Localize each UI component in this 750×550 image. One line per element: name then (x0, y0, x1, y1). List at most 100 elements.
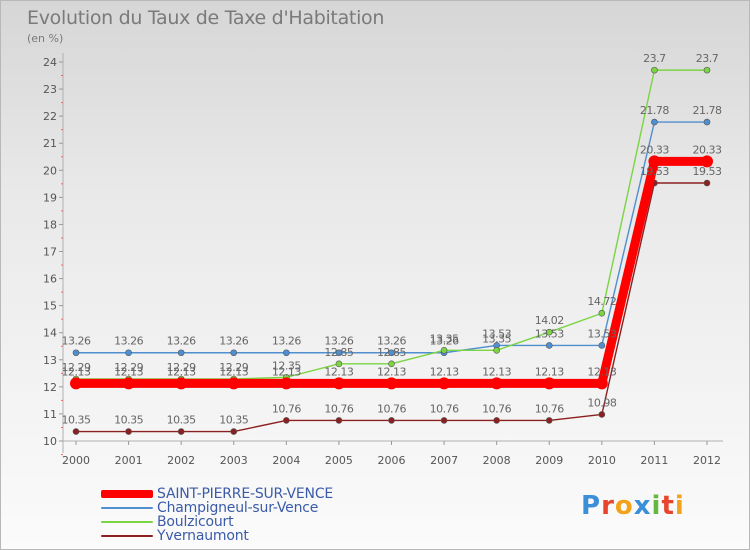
data-label: 12.85 (324, 346, 353, 359)
data-point (125, 349, 132, 357)
data-label: 19.53 (640, 165, 669, 178)
data-label: 10.76 (535, 402, 564, 415)
data-point (335, 360, 343, 368)
data-label: 12.85 (377, 346, 406, 359)
y-tick-label: 20 (43, 164, 57, 177)
y-tick-label: 12 (43, 381, 57, 394)
x-tick-label: 2004 (272, 454, 300, 467)
data-label: 13.26 (324, 335, 353, 348)
legend-label-yvernaumont: Yvernaumont (157, 528, 249, 544)
data-label: 13.26 (377, 335, 406, 348)
data-label: 12.13 (377, 365, 406, 378)
data-point (175, 377, 188, 390)
data-label: 10.98 (587, 396, 616, 409)
data-label: 13.53 (482, 327, 511, 340)
data-point (545, 328, 553, 336)
chart-legend: SAINT-PIERRE-SUR-VENCE Champigneul-sur-V… (101, 487, 333, 543)
data-label: 13.53 (535, 327, 564, 340)
data-label: 13.26 (272, 335, 301, 348)
x-tick-label: 2003 (220, 454, 248, 467)
legend-swatch-saint-pierre (101, 490, 153, 498)
data-point (177, 349, 185, 357)
data-point (651, 118, 658, 126)
logo-letter: P (581, 491, 602, 521)
y-tick-label: 24 (43, 56, 57, 69)
series-line-champigneul-sur-vence (75, 121, 708, 354)
data-point (385, 377, 398, 390)
data-label: 10.76 (482, 402, 511, 415)
x-tick-label: 2009 (535, 454, 563, 467)
data-label: 13.26 (219, 335, 248, 348)
data-label: 12.13 (114, 365, 143, 378)
data-point (598, 411, 606, 418)
data-label: 12.13 (167, 365, 196, 378)
data-label: 21.78 (693, 104, 722, 117)
legend-item-yvernaumont[interactable]: Yvernaumont (101, 529, 333, 543)
y-tick-label: 18 (43, 218, 57, 231)
logo-letter: x (633, 491, 652, 521)
data-point (70, 377, 82, 390)
x-tick-label: 2012 (693, 454, 721, 467)
data-label: 10.35 (167, 414, 196, 427)
y-tick-label: 16 (43, 273, 57, 286)
data-label: 12.35 (272, 359, 301, 372)
data-label: 23.7 (696, 52, 719, 65)
legend-label-champigneul: Champigneul-sur-Vence (157, 500, 319, 516)
x-tick-label: 2010 (588, 454, 616, 467)
legend-item-champigneul[interactable]: Champigneul-sur-Vence (101, 501, 333, 515)
data-label: 12.13 (535, 365, 564, 378)
logo-letter: i (651, 491, 662, 521)
data-label: 21.78 (640, 104, 669, 117)
x-tick-label: 2001 (115, 454, 143, 467)
data-label: 20.33 (693, 143, 722, 156)
y-tick-label: 11 (43, 408, 57, 421)
data-point (490, 377, 503, 390)
data-point (283, 349, 290, 357)
data-label: 12.29 (62, 361, 91, 374)
y-tick-label: 14 (43, 327, 57, 340)
data-point (227, 377, 240, 390)
data-label: 10.76 (430, 402, 459, 415)
data-point (72, 428, 80, 435)
data-label: 20.33 (640, 143, 669, 156)
logo-letter: t (661, 491, 675, 521)
data-label: 12.13 (219, 365, 248, 378)
logo-letter: i (674, 491, 685, 521)
data-label: 23.7 (643, 52, 666, 65)
legend-swatch-champigneul (101, 507, 153, 509)
data-label: 13.26 (430, 335, 459, 348)
data-point (125, 428, 132, 435)
x-tick-label: 2002 (167, 454, 195, 467)
data-label: 10.35 (219, 414, 248, 427)
data-point (230, 349, 238, 357)
x-tick-label: 2005 (325, 454, 353, 467)
chart-title: Evolution du Taux de Taxe d'Habitation (27, 7, 385, 29)
data-point (543, 377, 556, 390)
data-point (598, 309, 606, 317)
data-label: 10.76 (272, 402, 301, 415)
data-point (648, 155, 661, 168)
data-label: 12.13 (430, 365, 459, 378)
data-label: 13.35 (430, 332, 459, 345)
data-point (545, 342, 553, 349)
data-point (332, 377, 345, 390)
data-point (283, 417, 290, 424)
data-point (595, 377, 608, 390)
data-label: 19.53 (693, 165, 722, 178)
y-tick-label: 19 (43, 191, 57, 204)
data-point (651, 66, 658, 74)
y-tick-label: 17 (43, 246, 57, 259)
legend-label-boulzicourt: Boulzicourt (157, 514, 234, 530)
data-point (598, 342, 606, 349)
data-point (703, 66, 711, 74)
x-tick-label: 2006 (378, 454, 406, 467)
data-label: 10.76 (324, 402, 353, 415)
legend-swatch-boulzicourt (101, 521, 153, 523)
data-label: 12.13 (482, 365, 511, 378)
legend-item-saint-pierre[interactable]: SAINT-PIERRE-SUR-VENCE (101, 487, 333, 501)
logo-letter: o (614, 491, 634, 521)
data-label: 10.76 (377, 402, 406, 415)
legend-item-boulzicourt[interactable]: Boulzicourt (101, 515, 333, 529)
